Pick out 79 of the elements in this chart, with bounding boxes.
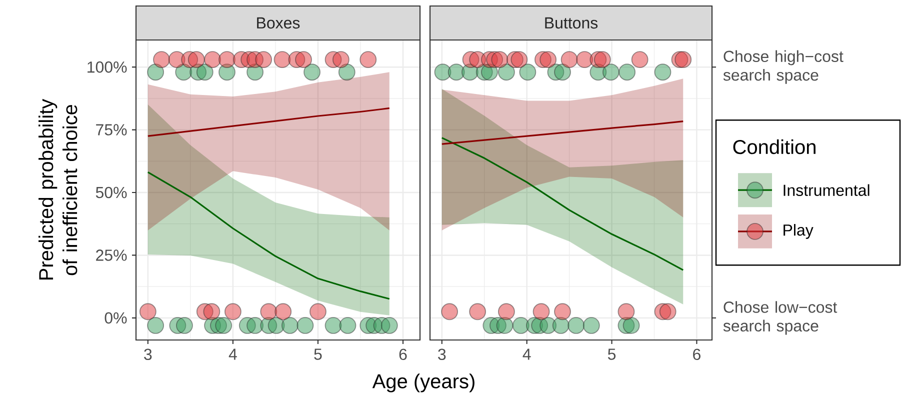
x-tick-label: 5 xyxy=(608,348,616,360)
y-tick-label: 75% xyxy=(96,124,127,136)
y-tick-label: 50% xyxy=(96,186,127,198)
point xyxy=(296,316,314,334)
point xyxy=(602,64,620,81)
point xyxy=(568,316,585,334)
point xyxy=(218,51,236,68)
y-tick-label: 25% xyxy=(96,250,127,261)
point xyxy=(434,64,452,81)
point xyxy=(215,316,232,334)
point xyxy=(153,51,170,68)
point xyxy=(203,303,220,320)
point xyxy=(622,316,640,334)
chart-title: Boxes xyxy=(257,17,300,29)
point xyxy=(281,316,298,334)
point xyxy=(491,51,508,68)
point xyxy=(274,51,291,68)
point xyxy=(674,51,692,68)
point xyxy=(188,51,205,68)
point xyxy=(510,51,528,68)
point xyxy=(618,303,635,320)
point xyxy=(554,303,571,320)
point xyxy=(339,316,356,334)
point xyxy=(512,316,530,334)
point xyxy=(255,51,272,68)
point xyxy=(324,316,342,334)
point xyxy=(532,303,550,320)
point xyxy=(540,51,557,68)
legend-label: Play xyxy=(784,224,814,239)
line-series xyxy=(147,107,390,137)
point xyxy=(554,64,571,81)
point xyxy=(560,51,578,68)
point xyxy=(448,64,465,81)
y-axis-title: Predicted probability of inefficient choice xyxy=(38,98,78,280)
line-series xyxy=(147,171,390,300)
point xyxy=(469,303,486,320)
point xyxy=(496,316,514,334)
point xyxy=(380,316,398,334)
x-tick-label: 6 xyxy=(399,348,407,360)
point xyxy=(204,51,221,68)
point xyxy=(304,64,320,81)
point xyxy=(441,303,458,320)
point xyxy=(576,51,594,68)
point xyxy=(498,303,515,320)
point xyxy=(147,64,164,81)
point xyxy=(260,303,278,320)
point xyxy=(176,316,193,334)
point xyxy=(519,64,536,81)
y-tick-label: 100% xyxy=(88,61,127,73)
point xyxy=(274,303,292,320)
point xyxy=(147,316,164,334)
point xyxy=(246,316,264,334)
point xyxy=(310,303,326,320)
point xyxy=(594,51,611,68)
chart-title: Buttons xyxy=(545,17,598,29)
x-tick-label: 3 xyxy=(438,348,446,360)
x-tick-label: 4 xyxy=(228,348,237,360)
point xyxy=(139,303,156,320)
x-axis-title: Age (years) xyxy=(372,374,474,392)
x-tick-label: 5 xyxy=(314,348,322,360)
point xyxy=(224,303,242,320)
point xyxy=(360,51,377,68)
point xyxy=(196,64,214,81)
point xyxy=(654,64,672,81)
point xyxy=(338,64,356,81)
point xyxy=(332,51,350,68)
x-tick-label: 3 xyxy=(144,348,152,360)
x-tick-label: 6 xyxy=(693,348,700,360)
text: Chose low−cost search space xyxy=(723,301,838,335)
point xyxy=(631,51,648,68)
point xyxy=(659,303,676,320)
x-tick-label: 4 xyxy=(522,348,531,360)
y-tick-label: 0% xyxy=(104,312,127,324)
legend-label: Instrumental xyxy=(784,184,870,196)
point xyxy=(295,51,312,68)
text: Chose high−cost search space xyxy=(723,50,844,84)
point xyxy=(582,316,600,334)
point xyxy=(618,64,636,81)
legend-title: Condition xyxy=(733,139,816,154)
